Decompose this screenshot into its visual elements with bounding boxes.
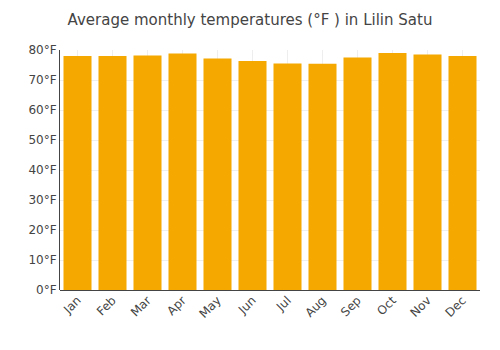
svg-text:40°F: 40°F	[28, 163, 56, 177]
svg-text:Feb: Feb	[94, 293, 119, 318]
svg-text:20°F: 20°F	[28, 223, 56, 237]
svg-text:30°F: 30°F	[28, 193, 56, 207]
svg-text:Aug: Aug	[302, 293, 328, 319]
svg-text:Apr: Apr	[164, 293, 189, 318]
svg-text:60°F: 60°F	[28, 103, 56, 117]
svg-text:Sep: Sep	[338, 293, 364, 319]
svg-text:Jun: Jun	[235, 293, 259, 317]
svg-text:Nov: Nov	[407, 293, 433, 319]
svg-text:Jan: Jan	[60, 293, 84, 317]
svg-text:80°F: 80°F	[28, 43, 56, 57]
svg-text:50°F: 50°F	[28, 133, 56, 147]
svg-text:Jul: Jul	[273, 293, 294, 314]
svg-text:10°F: 10°F	[28, 253, 56, 267]
svg-text:70°F: 70°F	[28, 73, 56, 87]
svg-text:Mar: Mar	[128, 293, 154, 319]
svg-text:Oct: Oct	[374, 293, 399, 318]
svg-text:Dec: Dec	[443, 293, 469, 319]
svg-text:0°F: 0°F	[36, 283, 57, 297]
svg-text:May: May	[196, 293, 223, 320]
svg-text:Average monthly temperatures (: Average monthly temperatures (°F ) in Li…	[68, 11, 433, 29]
